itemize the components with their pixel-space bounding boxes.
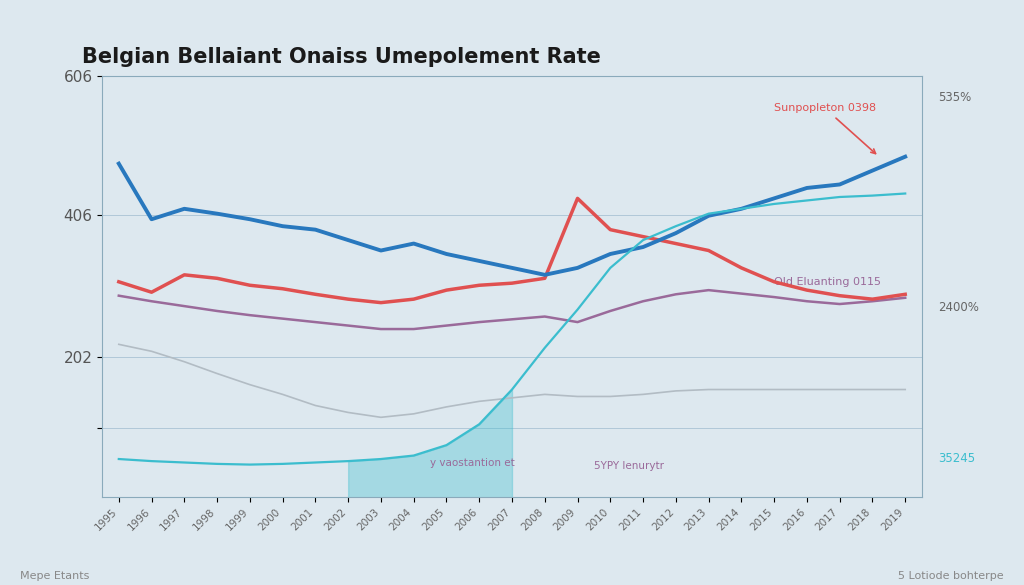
Text: Mepe Etants: Mepe Etants [20,571,90,581]
Text: Old Eluanting 0115: Old Eluanting 0115 [774,277,881,287]
Text: y vaostantion et: y vaostantion et [430,458,515,468]
Text: 5YPY lenurytr: 5YPY lenurytr [594,462,664,472]
Text: 35245: 35245 [938,452,975,465]
Text: Sunpopleton 0398: Sunpopleton 0398 [774,104,877,154]
Text: Belgian Bellaiant Onaiss Umepolement Rate: Belgian Bellaiant Onaiss Umepolement Rat… [82,47,601,67]
Text: 5 Lotiode bohterpe: 5 Lotiode bohterpe [898,571,1004,581]
Text: 2400%: 2400% [938,301,979,314]
Text: 535%: 535% [938,91,971,104]
